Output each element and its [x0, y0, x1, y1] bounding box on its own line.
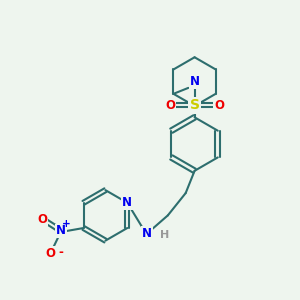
Text: +: +	[62, 219, 71, 229]
Text: N: N	[190, 75, 200, 88]
Text: N: N	[122, 196, 132, 209]
Text: -: -	[59, 247, 64, 260]
Text: O: O	[214, 99, 224, 112]
Text: O: O	[37, 213, 47, 226]
Text: O: O	[46, 248, 56, 260]
Text: N: N	[142, 227, 152, 240]
Text: S: S	[190, 98, 200, 112]
Text: H: H	[160, 230, 169, 240]
Text: O: O	[165, 99, 175, 112]
Text: N: N	[56, 224, 66, 238]
